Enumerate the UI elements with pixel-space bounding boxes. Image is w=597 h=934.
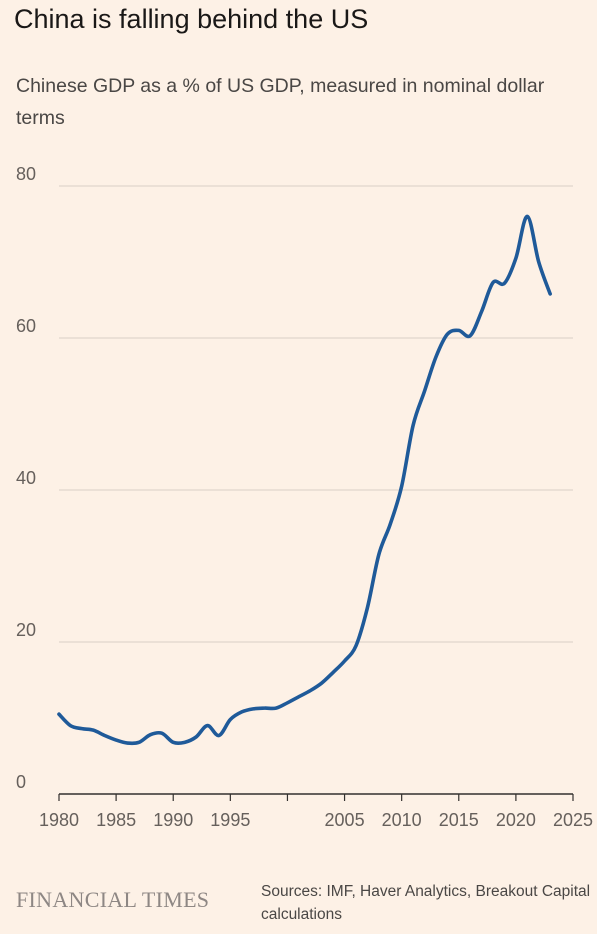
y-tick-label: 20: [16, 620, 36, 640]
y-tick-label: 40: [16, 468, 36, 488]
x-tick-label: 1990: [153, 810, 193, 830]
y-tick-label: 80: [16, 164, 36, 184]
x-axis: [58, 793, 574, 801]
y-tick-label: 0: [16, 772, 26, 792]
gdp-ratio-line: [57, 214, 552, 746]
financial-times-logo: FINANCIAL TIMES: [16, 887, 210, 912]
y-tick-label: 60: [16, 316, 36, 336]
x-tick-label: 2025: [553, 810, 593, 830]
source-note: Sources: IMF, Haver Analytics, Breakout …: [261, 883, 591, 923]
chart-title: China is falling behind the US: [14, 4, 369, 34]
x-tick-label: 1980: [39, 810, 79, 830]
x-tick-label: 2020: [496, 810, 536, 830]
x-tick-labels: 1980 1985 1990 1995 2005 2010 2015 2020 2025: [39, 810, 593, 830]
x-tick-label: 1985: [96, 810, 136, 830]
x-tick-label: 1995: [210, 810, 250, 830]
x-tick-label: 2010: [382, 810, 422, 830]
x-tick-label: 2015: [439, 810, 479, 830]
chart-subtitle: Chinese GDP as a % of US GDP, measured i…: [16, 75, 545, 129]
x-tick-label: 2005: [325, 810, 365, 830]
gridlines: [59, 185, 573, 643]
y-tick-labels: 0 20 40 60 80: [16, 164, 36, 792]
